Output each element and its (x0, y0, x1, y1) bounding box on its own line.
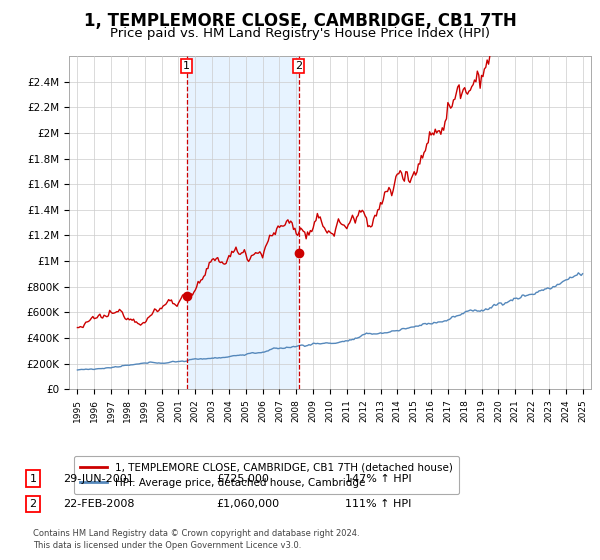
Text: 147% ↑ HPI: 147% ↑ HPI (345, 474, 412, 484)
Text: 1: 1 (183, 61, 190, 71)
Text: 2: 2 (295, 61, 302, 71)
Legend: 1, TEMPLEMORE CLOSE, CAMBRIDGE, CB1 7TH (detached house), HPI: Average price, de: 1, TEMPLEMORE CLOSE, CAMBRIDGE, CB1 7TH … (74, 456, 459, 494)
Bar (187, 56, 299, 389)
Text: 1, TEMPLEMORE CLOSE, CAMBRIDGE, CB1 7TH: 1, TEMPLEMORE CLOSE, CAMBRIDGE, CB1 7TH (83, 12, 517, 30)
Text: 2: 2 (29, 499, 37, 509)
Text: 111% ↑ HPI: 111% ↑ HPI (345, 499, 412, 509)
Text: £1,060,000: £1,060,000 (216, 499, 279, 509)
Text: 22-FEB-2008: 22-FEB-2008 (63, 499, 134, 509)
Text: £725,000: £725,000 (216, 474, 269, 484)
Text: 29-JUN-2001: 29-JUN-2001 (63, 474, 134, 484)
Text: Contains HM Land Registry data © Crown copyright and database right 2024.: Contains HM Land Registry data © Crown c… (33, 529, 359, 538)
Text: 1: 1 (29, 474, 37, 484)
Text: Price paid vs. HM Land Registry's House Price Index (HPI): Price paid vs. HM Land Registry's House … (110, 27, 490, 40)
Text: This data is licensed under the Open Government Licence v3.0.: This data is licensed under the Open Gov… (33, 541, 301, 550)
